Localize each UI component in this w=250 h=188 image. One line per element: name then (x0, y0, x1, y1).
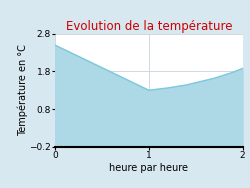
Title: Evolution de la température: Evolution de la température (66, 20, 232, 33)
X-axis label: heure par heure: heure par heure (109, 163, 188, 173)
Y-axis label: Température en °C: Température en °C (17, 44, 28, 136)
